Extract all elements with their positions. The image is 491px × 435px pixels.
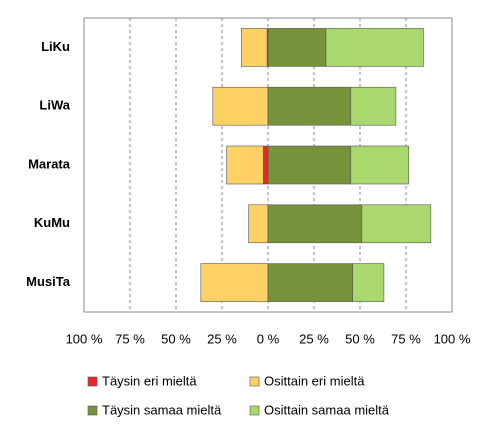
bar-segment [350,86,397,126]
legend-label: Osittain eri mieltä [264,373,365,388]
x-tick-label: 100 % [66,331,103,346]
bar-segment [350,145,410,185]
legend-label: Osittain samaa mieltä [264,402,390,417]
category-label: MusiTa [26,274,71,289]
plot-border [83,17,453,313]
bar-segment [263,145,269,185]
x-tick-label: 75 % [115,331,145,346]
category-label: KuMu [34,215,70,230]
category-label: LiKu [41,39,70,54]
legend-swatch [87,376,98,387]
bar-segment [325,28,424,67]
bar-segment [267,86,352,126]
x-tick-label: 0 % [257,331,280,346]
legend-swatch [87,405,98,416]
x-tick-label: 100 % [434,331,471,346]
x-tick-label: 25 % [299,331,329,346]
bar-segment [212,86,269,126]
legend-label: Täysin samaa mieltä [102,402,222,417]
bar-segment [241,28,268,67]
category-label: LiWa [39,98,70,113]
bar-segment [267,145,352,185]
x-tick-label: 25 % [207,331,237,346]
x-tick-label: 50 % [161,331,191,346]
x-tick-label: 50 % [345,331,375,346]
bar-segment [200,263,269,302]
legend-swatch [249,405,260,416]
bar-segment [267,263,353,302]
bar-segment [361,204,432,244]
x-tick-label: 75 % [391,331,421,346]
legend-label: Täysin eri mieltä [102,373,197,388]
category-label: Marata [28,156,71,171]
bar-segment [267,28,327,67]
bar-segment [267,204,363,244]
bar-segment [352,263,385,302]
bar-segment [226,145,264,185]
legend-swatch [249,376,260,387]
bar-segment [248,204,269,244]
